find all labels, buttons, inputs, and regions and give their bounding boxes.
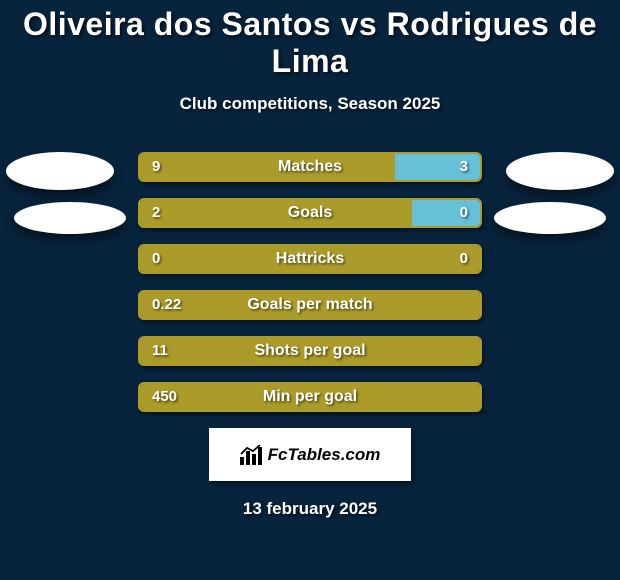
stat-value-right: 0 bbox=[460, 246, 468, 272]
brand-logo: FcTables.com bbox=[240, 445, 381, 465]
comparison-content: 9Matches32Goals00Hattricks00.22Goals per… bbox=[0, 152, 620, 519]
stat-row: 2Goals0 bbox=[138, 198, 482, 228]
subtitle: Club competitions, Season 2025 bbox=[0, 94, 620, 114]
avatar-left-1 bbox=[6, 152, 114, 190]
date-text: 13 february 2025 bbox=[0, 499, 620, 519]
avatar-right-2 bbox=[494, 202, 606, 234]
stat-row: 450Min per goal bbox=[138, 382, 482, 412]
brand-box: FcTables.com bbox=[209, 428, 411, 481]
stat-label: Goals bbox=[140, 200, 480, 226]
avatar-right-1 bbox=[506, 152, 614, 190]
stat-row: 0.22Goals per match bbox=[138, 290, 482, 320]
stat-bars: 9Matches32Goals00Hattricks00.22Goals per… bbox=[138, 152, 482, 412]
stat-label: Min per goal bbox=[140, 384, 480, 410]
chart-icon bbox=[240, 445, 262, 465]
stat-label: Goals per match bbox=[140, 292, 480, 318]
stat-value-right: 0 bbox=[460, 200, 468, 226]
stat-value-right: 3 bbox=[460, 154, 468, 180]
page-title: Oliveira dos Santos vs Rodrigues de Lima bbox=[0, 0, 620, 80]
stat-label: Matches bbox=[140, 154, 480, 180]
avatar-left-2 bbox=[14, 202, 126, 234]
stat-row: 11Shots per goal bbox=[138, 336, 482, 366]
stat-label: Hattricks bbox=[140, 246, 480, 272]
stat-row: 9Matches3 bbox=[138, 152, 482, 182]
stat-label: Shots per goal bbox=[140, 338, 480, 364]
stat-row: 0Hattricks0 bbox=[138, 244, 482, 274]
brand-text: FcTables.com bbox=[268, 445, 381, 465]
